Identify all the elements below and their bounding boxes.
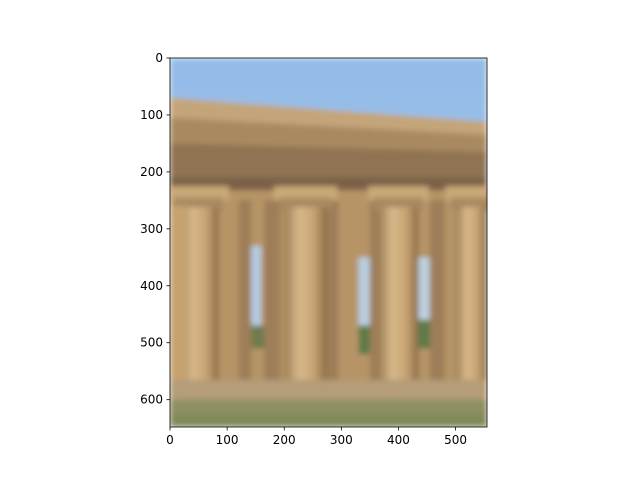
column-shaft <box>455 207 487 390</box>
stylobate <box>170 379 487 403</box>
x-tick-label: 0 <box>166 433 174 447</box>
x-tick-label: 400 <box>387 433 410 447</box>
column-shaft <box>284 207 328 390</box>
back-column <box>429 200 445 389</box>
x-tick-label: 200 <box>273 433 296 447</box>
frieze <box>170 143 487 181</box>
column-capital <box>273 186 338 201</box>
column-echinus <box>173 197 224 211</box>
column-echinus <box>373 197 424 211</box>
x-tick-label: 500 <box>444 433 467 447</box>
y-tick-label: 600 <box>140 393 163 407</box>
y-tick-label: 500 <box>140 336 163 350</box>
x-tick-label: 100 <box>216 433 239 447</box>
column-capital <box>368 186 429 201</box>
y-tick-label: 200 <box>140 165 163 179</box>
x-tick-label: 300 <box>330 433 353 447</box>
temple-image <box>170 58 487 427</box>
column-capital <box>170 186 229 201</box>
column-echinus <box>279 197 332 211</box>
axes-frame <box>169 57 488 428</box>
grass <box>170 413 487 427</box>
column-shaft-edge <box>170 206 186 389</box>
axes: 0 100 200 300 400 500 0 100 200 300 400 500 600 <box>140 51 488 447</box>
column-shaft <box>378 207 419 390</box>
column-echinus <box>451 197 487 211</box>
cornice <box>170 97 487 135</box>
photo-content <box>170 58 487 427</box>
y-tick-label: 100 <box>140 108 163 122</box>
back-column <box>238 200 252 389</box>
back-column <box>264 200 281 389</box>
y-tick-label: 300 <box>140 222 163 236</box>
y-tick-label: 0 <box>155 51 163 65</box>
column-capital <box>445 186 487 201</box>
y-tick-label: 400 <box>140 279 163 293</box>
